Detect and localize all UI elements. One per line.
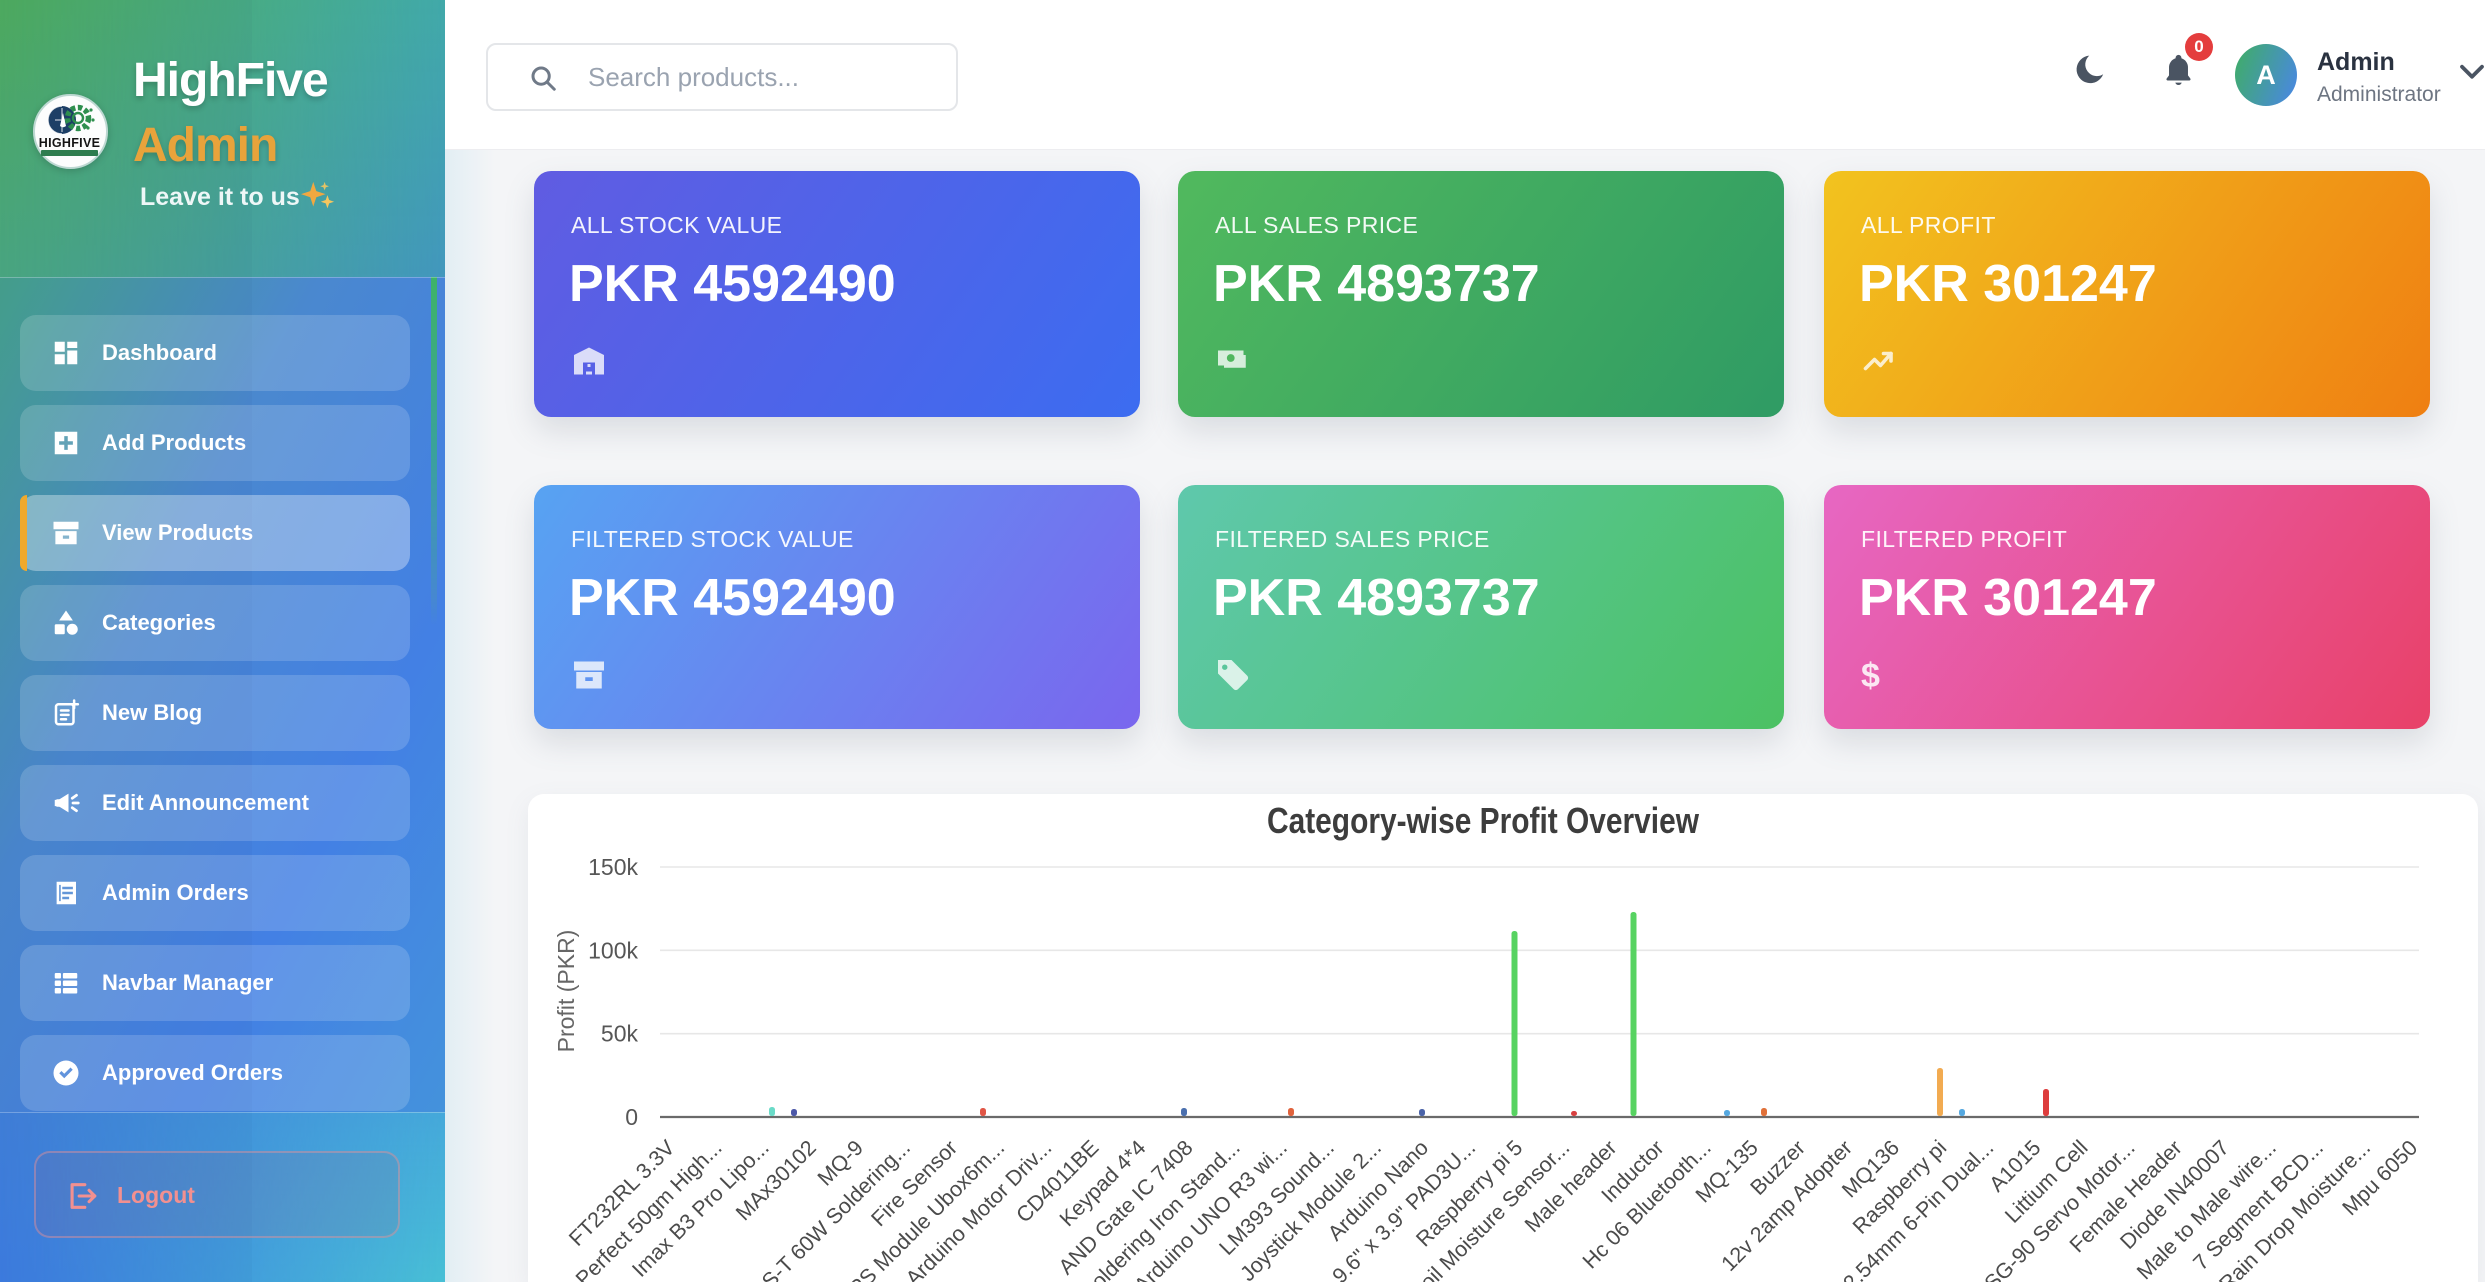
svg-text:0: 0 bbox=[625, 1104, 638, 1130]
svg-text:50k: 50k bbox=[601, 1021, 639, 1047]
svg-text:100k: 100k bbox=[588, 937, 638, 963]
svg-text:Profit (PKR): Profit (PKR) bbox=[553, 930, 579, 1053]
svg-text:Category-wise Profit Overview: Category-wise Profit Overview bbox=[1267, 800, 1700, 841]
svg-text:150k: 150k bbox=[588, 854, 638, 880]
